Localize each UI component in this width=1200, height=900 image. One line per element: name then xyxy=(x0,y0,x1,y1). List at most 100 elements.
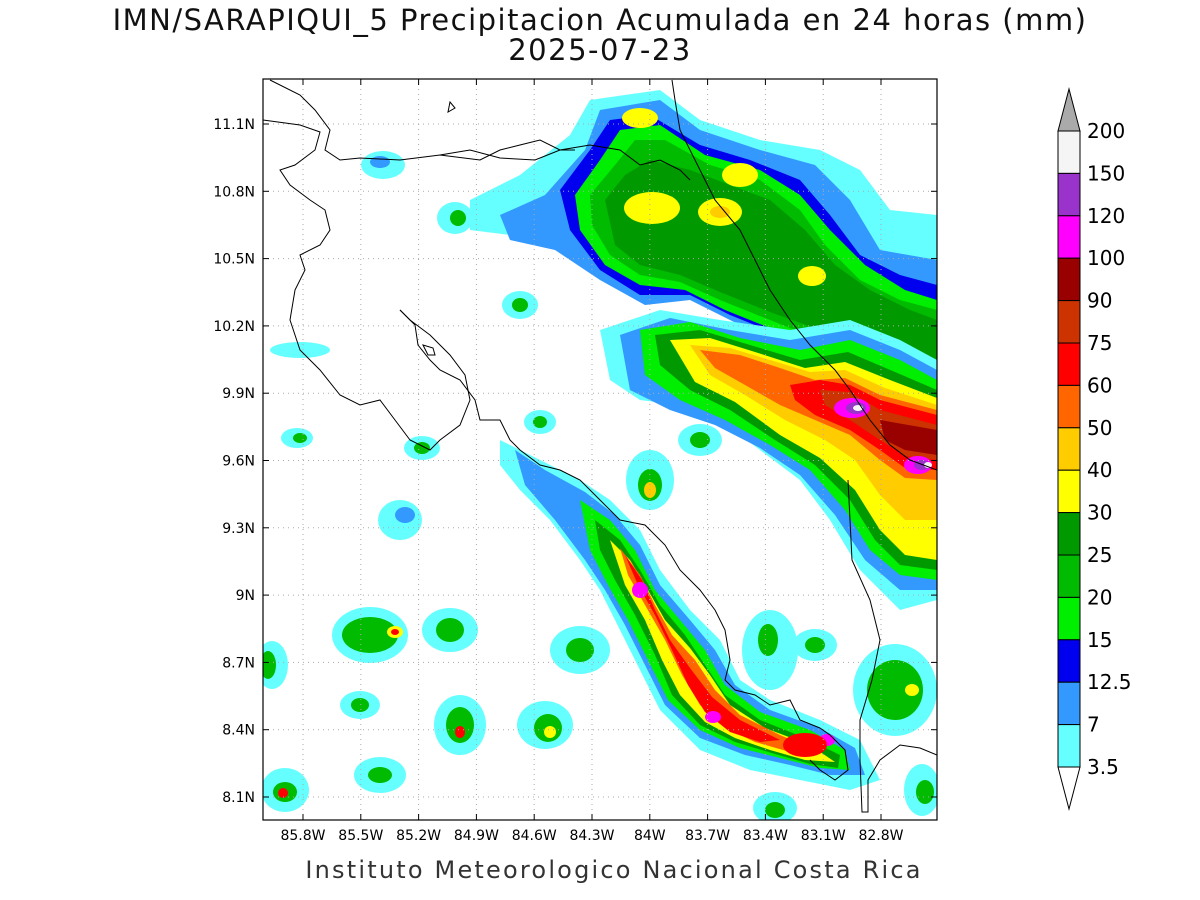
lon-tick-label: 84.6W xyxy=(512,828,557,844)
colorbar-label: 150 xyxy=(1087,161,1125,185)
lon-tick-label: 85.5W xyxy=(338,828,383,844)
colorbar-segment xyxy=(1057,469,1081,514)
precip-cell xyxy=(722,163,758,187)
precip-cell xyxy=(632,582,648,598)
colorbar-segment xyxy=(1057,384,1081,429)
colorbar-label: 50 xyxy=(1087,416,1112,440)
precip-cell xyxy=(342,617,398,653)
precip-cell xyxy=(624,192,680,224)
colorbar-segment xyxy=(1057,681,1081,726)
precip-cell xyxy=(446,707,474,743)
lon-tick-label: 82.8W xyxy=(858,828,903,844)
colorbar-segment xyxy=(1057,257,1081,302)
colorbar-segment xyxy=(1057,172,1081,217)
lon-tick-label: 83.4W xyxy=(743,828,788,844)
lon-tick-label: 83.1W xyxy=(801,828,846,844)
lon-tick-label: 84.9W xyxy=(454,828,499,844)
lon-tick-label: 83.7W xyxy=(685,828,730,844)
colorbar-segment xyxy=(1057,215,1081,259)
lat-tick-label: 9.9N xyxy=(222,386,255,402)
precip-cell xyxy=(622,108,658,128)
precip-cell xyxy=(293,433,307,443)
lat-tick-label: 8.7N xyxy=(222,655,255,671)
precip-cell xyxy=(395,507,415,523)
colorbar-segment xyxy=(1057,342,1081,386)
lat-tick-label: 8.4N xyxy=(222,723,255,739)
colorbar-label: 20 xyxy=(1087,585,1112,609)
plot-frame xyxy=(262,78,938,821)
coastlines-and-borders xyxy=(263,79,937,813)
precip-cell xyxy=(805,637,825,653)
colorbar: 200 150 120 100 90 75 60 50 40 30 25 20 15 12.5 7 3.5 xyxy=(1057,87,1132,811)
precipitation-field xyxy=(263,90,937,820)
precip-cell xyxy=(263,651,276,679)
colorbar-label: 12.5 xyxy=(1087,670,1132,694)
precip-band-pacific-75 xyxy=(625,555,780,742)
precip-cell xyxy=(436,618,464,642)
precip-cell xyxy=(351,698,369,712)
colorbar-segment xyxy=(1057,512,1081,556)
precip-cell xyxy=(370,156,390,168)
precip-cell xyxy=(924,462,932,468)
colorbar-segment xyxy=(1057,596,1081,641)
colorbar-segment xyxy=(1057,639,1081,683)
precip-cell xyxy=(544,726,556,738)
institution-credit: Instituto Meteorologico Nacional Costa R… xyxy=(305,856,923,884)
colorbar-label: 75 xyxy=(1087,331,1112,355)
panama-border xyxy=(847,479,937,813)
colorbar-label: 30 xyxy=(1087,501,1112,525)
colorbar-bottom-arrow xyxy=(1057,766,1081,811)
latitude-labels: 11.1N 10.8N 10.5N 10.2N 9.9N 9.6N 9.3N 9N 8.7N 8.… xyxy=(213,117,255,806)
lat-tick-label: 10.5N xyxy=(213,252,255,268)
map-grid xyxy=(263,79,937,820)
precip-cell xyxy=(690,432,710,448)
precip-cell xyxy=(368,767,392,783)
colorbar-segment xyxy=(1057,300,1081,344)
precip-cell xyxy=(566,638,594,662)
precip-cell xyxy=(533,416,547,428)
osa-coast xyxy=(809,727,849,781)
colorbar-label: 60 xyxy=(1087,373,1112,397)
colorbar-label: 15 xyxy=(1087,628,1112,652)
lon-tick-label: 84W xyxy=(634,828,666,844)
lat-tick-label: 9.3N xyxy=(222,521,255,537)
colorbar-label: 100 xyxy=(1087,246,1125,270)
colorbar-segment xyxy=(1057,130,1081,174)
precip-cell xyxy=(798,266,826,286)
precip-cell xyxy=(512,298,528,312)
precip-cell xyxy=(450,210,466,226)
colorbar-segment xyxy=(1057,554,1081,598)
lat-tick-label: 9.6N xyxy=(222,454,255,470)
colorbar-label: 7 xyxy=(1087,713,1100,737)
colorbar-top-arrow xyxy=(1057,87,1081,132)
precip-cell xyxy=(391,629,399,635)
lat-tick-label: 10.8N xyxy=(213,184,255,200)
colorbar-label: 200 xyxy=(1087,119,1125,143)
precip-cell xyxy=(916,780,934,804)
precip-cell xyxy=(783,733,827,757)
caribbean-coast xyxy=(671,79,937,471)
precip-cell xyxy=(455,726,465,738)
colorbar-label: 25 xyxy=(1087,543,1112,567)
precip-cell xyxy=(705,711,721,723)
lat-tick-label: 11.1N xyxy=(213,117,255,133)
lon-tick-label: 85.8W xyxy=(280,828,325,844)
colorbar-label: 40 xyxy=(1087,458,1112,482)
lon-tick-label: 85.2W xyxy=(396,828,441,844)
plot-area xyxy=(263,79,937,820)
small-island xyxy=(447,100,456,113)
lat-tick-label: 9N xyxy=(236,588,255,604)
longitude-labels: 85.8W 85.5W 85.2W 84.9W 84.6W 84.3W 84W 83.7W 83… xyxy=(280,828,903,844)
colorbar-label: 3.5 xyxy=(1087,755,1119,779)
precip-cell xyxy=(710,206,730,218)
nicaragua-pacific-coast xyxy=(263,119,471,451)
colorbar-label: 90 xyxy=(1087,289,1112,313)
precip-band-north-30 xyxy=(605,160,937,370)
precip-cell xyxy=(765,802,785,818)
axis-ticks xyxy=(263,79,937,820)
nicoya-island xyxy=(422,344,436,356)
precip-cell xyxy=(414,442,430,454)
lake-nicaragua-shore xyxy=(269,79,575,161)
map-date: 2025-07-23 xyxy=(508,33,692,67)
